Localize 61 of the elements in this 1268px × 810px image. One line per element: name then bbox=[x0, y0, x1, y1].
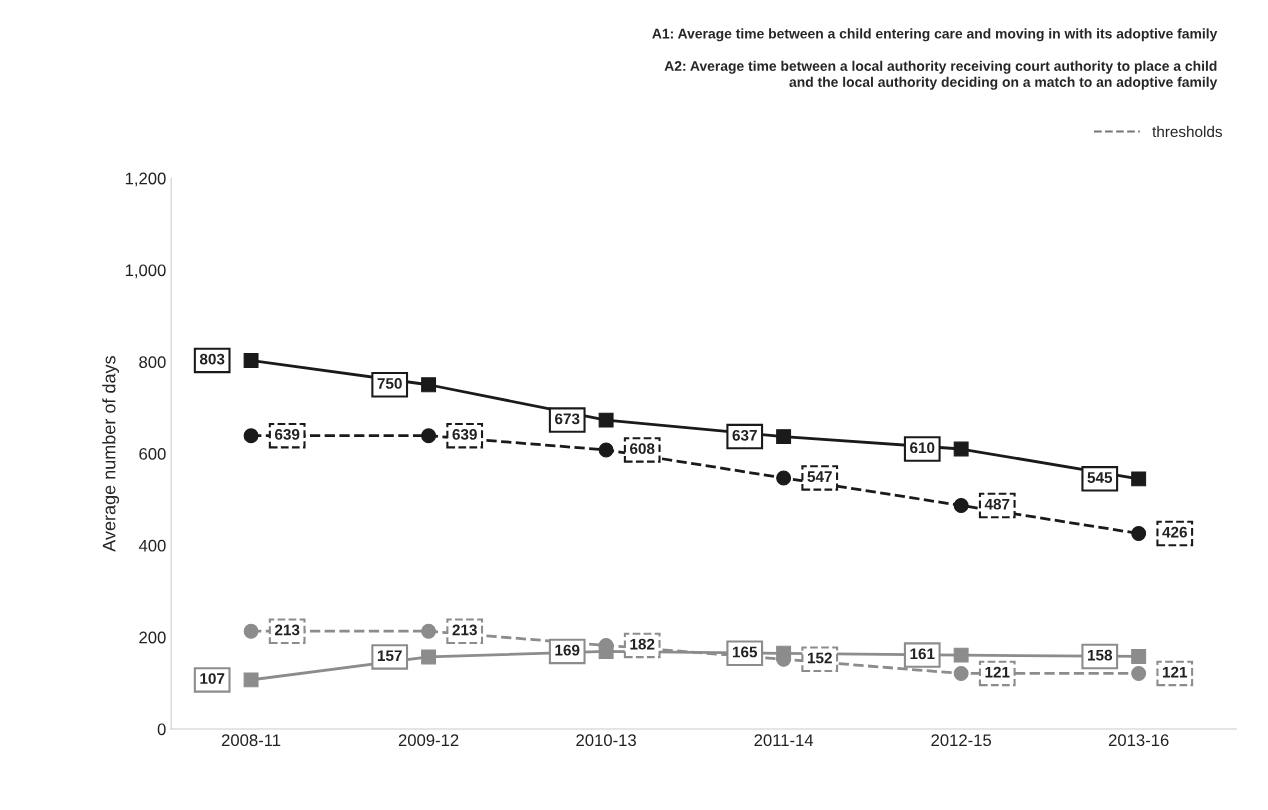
x-tick-label: 2012-15 bbox=[931, 734, 992, 747]
text: thresholds bbox=[1152, 125, 1222, 138]
data-label: 213 bbox=[452, 624, 477, 636]
y-tick-label: 1,000 bbox=[125, 264, 166, 279]
data-label: 673 bbox=[555, 413, 580, 425]
point bbox=[421, 428, 437, 444]
data-label: 803 bbox=[199, 353, 225, 365]
point bbox=[953, 647, 969, 663]
data-label: 157 bbox=[377, 650, 402, 662]
data-label: 121 bbox=[1162, 666, 1188, 678]
point bbox=[421, 623, 437, 639]
y-tick-label: 1,200 bbox=[125, 172, 166, 187]
point bbox=[1131, 649, 1147, 664]
data-label: 158 bbox=[1087, 649, 1113, 661]
data-label: 182 bbox=[630, 638, 655, 650]
data-label: 107 bbox=[200, 673, 225, 684]
data-label: 152 bbox=[807, 652, 832, 664]
text: A1: Average time between a child entering care and moving in with its adoptive family bbox=[652, 28, 1218, 42]
y-tick-label: 800 bbox=[139, 356, 166, 368]
data-label: 545 bbox=[1087, 472, 1113, 483]
data-label: 213 bbox=[274, 624, 300, 636]
data-label: 639 bbox=[274, 428, 300, 440]
text: A2: Average time between a local authority receiving court authority to place a child and the local authority deciding on a match to an adoptive family bbox=[664, 60, 1218, 90]
point bbox=[421, 649, 437, 665]
data-label: 639 bbox=[452, 428, 477, 440]
point bbox=[776, 429, 792, 445]
point bbox=[243, 623, 259, 639]
point bbox=[598, 412, 614, 428]
data-label: 165 bbox=[732, 646, 758, 658]
data-label: 610 bbox=[910, 442, 935, 454]
point bbox=[953, 498, 969, 513]
point bbox=[953, 666, 969, 681]
point bbox=[243, 428, 259, 444]
x-tick-label: 2009-12 bbox=[398, 734, 459, 747]
data-label: 637 bbox=[732, 429, 757, 441]
y-axis-title: Average number of days bbox=[102, 356, 120, 552]
point bbox=[243, 672, 259, 688]
data-label: 608 bbox=[630, 443, 655, 455]
point bbox=[1131, 526, 1147, 541]
x-tick-label: 2010-13 bbox=[576, 734, 636, 747]
x-tick-label: 2008-11 bbox=[221, 734, 281, 747]
data-label: 161 bbox=[910, 648, 935, 660]
point bbox=[1131, 471, 1147, 487]
data-label: 547 bbox=[807, 471, 832, 483]
data-label: 121 bbox=[985, 666, 1010, 678]
y-tick-label: 0 bbox=[157, 723, 166, 736]
point bbox=[598, 442, 614, 458]
data-label: 750 bbox=[377, 378, 402, 389]
x-tick-label: 2011-14 bbox=[754, 734, 814, 747]
point bbox=[776, 470, 792, 486]
data-label: 426 bbox=[1162, 526, 1187, 538]
data-label: 487 bbox=[984, 498, 1010, 510]
y-tick-label: 200 bbox=[139, 631, 166, 644]
y-tick-label: 600 bbox=[139, 448, 166, 460]
y-tick-label: 400 bbox=[138, 539, 166, 552]
point bbox=[243, 352, 259, 368]
point bbox=[953, 441, 969, 457]
x-tick-label: 2013-16 bbox=[1108, 734, 1169, 747]
point bbox=[1131, 666, 1147, 681]
point bbox=[421, 377, 437, 393]
data-label: 169 bbox=[555, 644, 580, 656]
